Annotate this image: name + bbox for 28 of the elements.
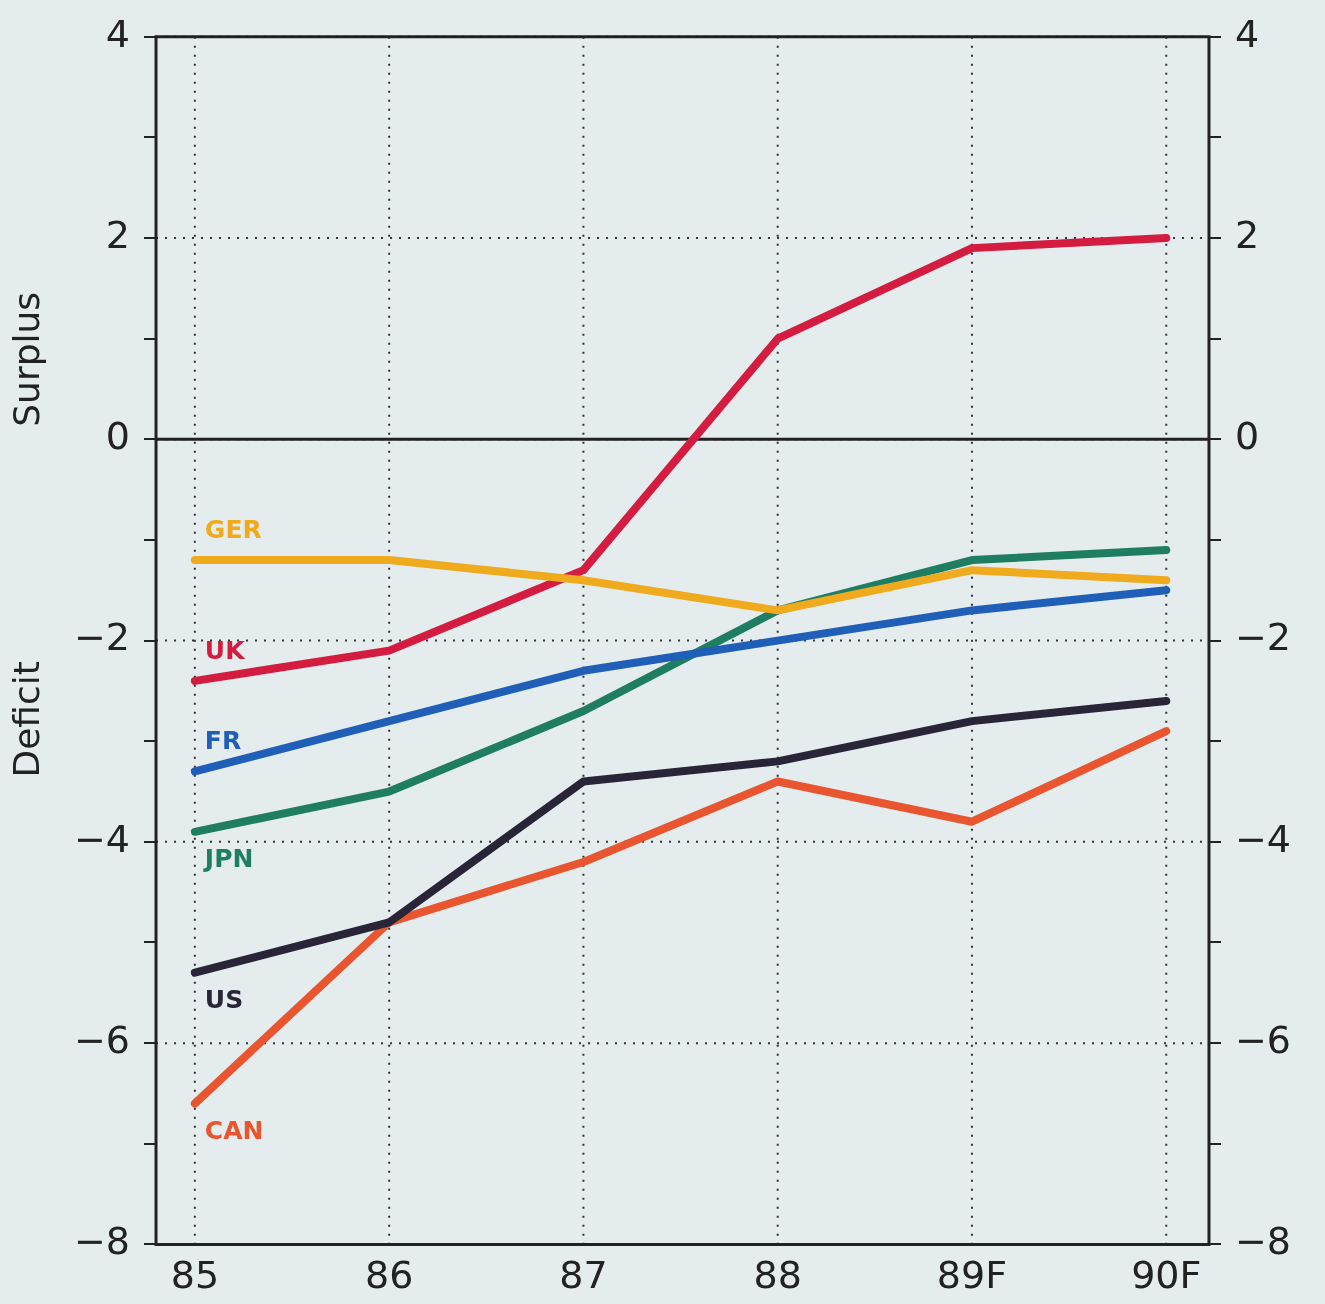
y-tick-label: 4 — [105, 11, 131, 56]
x-tick-label: 87 — [559, 1253, 608, 1298]
series-label: JPN — [202, 843, 254, 873]
series-label: CAN — [204, 1115, 264, 1145]
text: Deficit — [6, 661, 48, 778]
text: Surplus — [6, 291, 48, 427]
series-label: GER — [204, 515, 262, 545]
y2-tick-label: 2 — [1234, 212, 1260, 257]
y-tick-label: −8 — [73, 1219, 131, 1264]
y2-tick-label: −2 — [1234, 615, 1292, 660]
x-tick-label: 89F — [936, 1253, 1008, 1298]
y-tick-label: −4 — [73, 816, 131, 861]
x-tick-label: 90F — [1131, 1253, 1202, 1298]
x-tick-label: 85 — [170, 1253, 220, 1298]
series-label: US — [204, 984, 244, 1014]
y2-tick-label: −4 — [1234, 816, 1292, 861]
y-tick-label: 0 — [105, 414, 131, 459]
y-tick-label: −6 — [73, 1018, 131, 1063]
series-label: FR — [204, 726, 242, 756]
y2-tick-label: 0 — [1234, 414, 1260, 459]
y2-tick-label: 4 — [1234, 11, 1260, 56]
y-tick-label: 2 — [105, 212, 131, 257]
y-tick-label: −2 — [73, 615, 131, 660]
x-tick-label: 86 — [364, 1253, 414, 1298]
y2-tick-label: −6 — [1234, 1018, 1292, 1063]
x-tick-label: 88 — [753, 1253, 802, 1298]
y2-tick-label: −8 — [1234, 1219, 1292, 1264]
series-label: UK — [204, 635, 247, 665]
